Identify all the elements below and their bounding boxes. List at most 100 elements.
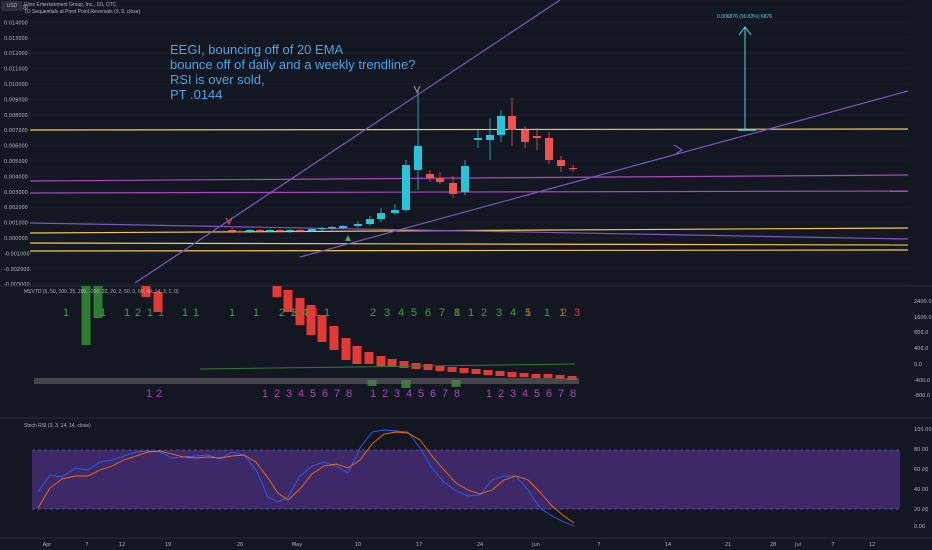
target-arrow-icon xyxy=(738,26,752,36)
symbol-title[interactable]: Eline Entertainment Group, Inc., 1D, OTC xyxy=(24,2,117,8)
td-purple-digit: 7 xyxy=(334,388,340,400)
td-purple-digit: 2 xyxy=(498,388,504,400)
td-green-digit: 2 xyxy=(135,307,141,319)
arrow-up-marker-icon xyxy=(345,235,351,241)
support-line-2[interactable] xyxy=(29,242,909,246)
candle-body[interactable] xyxy=(508,116,516,130)
candle-body[interactable] xyxy=(377,213,385,219)
candle-body[interactable] xyxy=(521,130,529,142)
candle-body[interactable] xyxy=(308,229,316,231)
td-purple-digit: 8 xyxy=(454,388,460,400)
td-green-digit: 4 xyxy=(510,307,516,319)
candle-body[interactable] xyxy=(256,230,264,232)
currency-badge[interactable]: USD xyxy=(1,1,23,11)
candle-body[interactable] xyxy=(497,116,505,135)
td-red-digit: 2 xyxy=(561,307,567,319)
candle-body[interactable] xyxy=(328,227,336,229)
candle-body[interactable] xyxy=(569,168,577,170)
price-tick-label: 0.009000 xyxy=(4,97,28,103)
msvtd-bar xyxy=(364,352,374,364)
msvtd-bar xyxy=(435,366,445,371)
time-tick-label: Jul xyxy=(794,542,801,548)
msvtd-base-band xyxy=(34,378,579,384)
annotation-line-1: EEGI, bouncing off of 20 EMA xyxy=(170,42,344,57)
td-green-digit: 2 xyxy=(370,307,376,319)
td-purple-digit: 6 xyxy=(430,388,436,400)
candles[interactable] xyxy=(228,90,577,233)
candle-body[interactable] xyxy=(246,230,254,232)
msvtd-bar xyxy=(399,361,409,368)
rsi-axis[interactable]: 100.00 80.00 60.00 40.00 20.00 0.00 xyxy=(914,427,932,530)
price-tick-label: 0.001000 xyxy=(4,221,28,227)
price-tick-label: -0.002000 xyxy=(4,267,30,273)
msvtd-bar xyxy=(543,374,553,378)
msvtd-bar xyxy=(352,346,362,364)
candle-body[interactable] xyxy=(414,146,422,170)
td-red-digit: 1 xyxy=(158,307,164,319)
support-line-top[interactable] xyxy=(29,128,909,131)
text-annotation[interactable]: EEGI, bouncing off of 20 EMA bounce off … xyxy=(170,42,415,102)
indicator-legend[interactable]: TD Sequentials at Pivot Point Reversals … xyxy=(24,9,141,15)
td-green-digit: 3 xyxy=(291,307,297,319)
candle-body[interactable] xyxy=(296,230,304,232)
candle-body[interactable] xyxy=(474,138,482,140)
candle-body[interactable] xyxy=(545,138,553,160)
rsi-pane[interactable]: 100.00 80.00 60.00 40.00 20.00 0.00 xyxy=(32,427,932,530)
price-tick-label: 0.005000 xyxy=(4,159,28,165)
td-green-digit: 1 xyxy=(193,307,199,319)
candle-body[interactable] xyxy=(339,226,347,228)
candle-body[interactable] xyxy=(286,230,294,232)
candle-body[interactable] xyxy=(461,166,469,192)
time-tick-label: 26 xyxy=(237,542,243,548)
daily-trendline-steep[interactable] xyxy=(134,0,561,284)
candle-body[interactable] xyxy=(436,178,444,182)
msvtd-axis[interactable]: 2400.0 1600.0 800.0 400.0 0.0 -400.0 -800.0 xyxy=(914,299,932,399)
candle-body[interactable] xyxy=(228,230,236,232)
candle-body[interactable] xyxy=(354,224,362,226)
candle-body[interactable] xyxy=(391,210,399,213)
rsi-tick-label: 0.00 xyxy=(914,524,925,530)
time-tick-label: Jun xyxy=(531,542,540,548)
msvtd-legend[interactable]: MSVTD (5, 50, 100, 25, 200, -200, 22, 20… xyxy=(24,289,179,295)
candle-body[interactable] xyxy=(533,136,541,138)
price-axis[interactable]: 0.0150000.0140000.0130000.0120000.011000… xyxy=(4,5,30,288)
candle-body[interactable] xyxy=(486,135,494,140)
td-green-digit: 2 xyxy=(481,307,487,319)
candle-body[interactable] xyxy=(557,160,565,166)
msvtd-bar xyxy=(272,286,282,297)
weekly-trendline[interactable] xyxy=(29,222,909,240)
support-line-3[interactable] xyxy=(29,249,909,252)
rsi-legend[interactable]: Stoch RSI (3, 3, 14, 14, close) xyxy=(24,423,91,429)
td-purple-digit: 5 xyxy=(534,388,540,400)
price-pane[interactable]: 0.0150000.0140000.0130000.0120000.011000… xyxy=(4,0,909,288)
td-green-digit: 1 xyxy=(63,307,69,319)
time-tick-label: 21 xyxy=(725,542,731,548)
time-axis[interactable]: Apr 7 12 19 26 May 10 17 24 Jun 7 14 21 28 Jul 7 12 xyxy=(43,542,876,548)
td-purple-digit: 3 xyxy=(394,388,400,400)
candle-body[interactable] xyxy=(318,228,326,230)
candle-body[interactable] xyxy=(276,230,284,232)
candle-body[interactable] xyxy=(366,219,374,224)
td-purple-digit: 6 xyxy=(322,388,328,400)
td-purple-digit: 2 xyxy=(382,388,388,400)
time-tick-label: 19 xyxy=(165,542,171,548)
rsi-k-line xyxy=(37,429,575,527)
msvtd-bar xyxy=(329,326,339,350)
td-red-digit: 1 xyxy=(313,307,319,319)
candle-body[interactable] xyxy=(426,174,434,178)
candle-body[interactable] xyxy=(449,183,457,194)
msvtd-bar xyxy=(495,371,505,376)
candle-body[interactable] xyxy=(402,165,410,210)
rsi-tick-label: 60.00 xyxy=(914,467,928,473)
daily-trendline-shallow[interactable] xyxy=(299,90,909,258)
price-tick-label: 0.007000 xyxy=(4,128,28,134)
td-green-digit: 1 xyxy=(147,307,153,319)
candle-body[interactable] xyxy=(266,230,274,232)
msvtd-bar xyxy=(423,364,433,370)
candle-body[interactable] xyxy=(236,231,244,233)
td-purple-digit: 4 xyxy=(522,388,528,400)
